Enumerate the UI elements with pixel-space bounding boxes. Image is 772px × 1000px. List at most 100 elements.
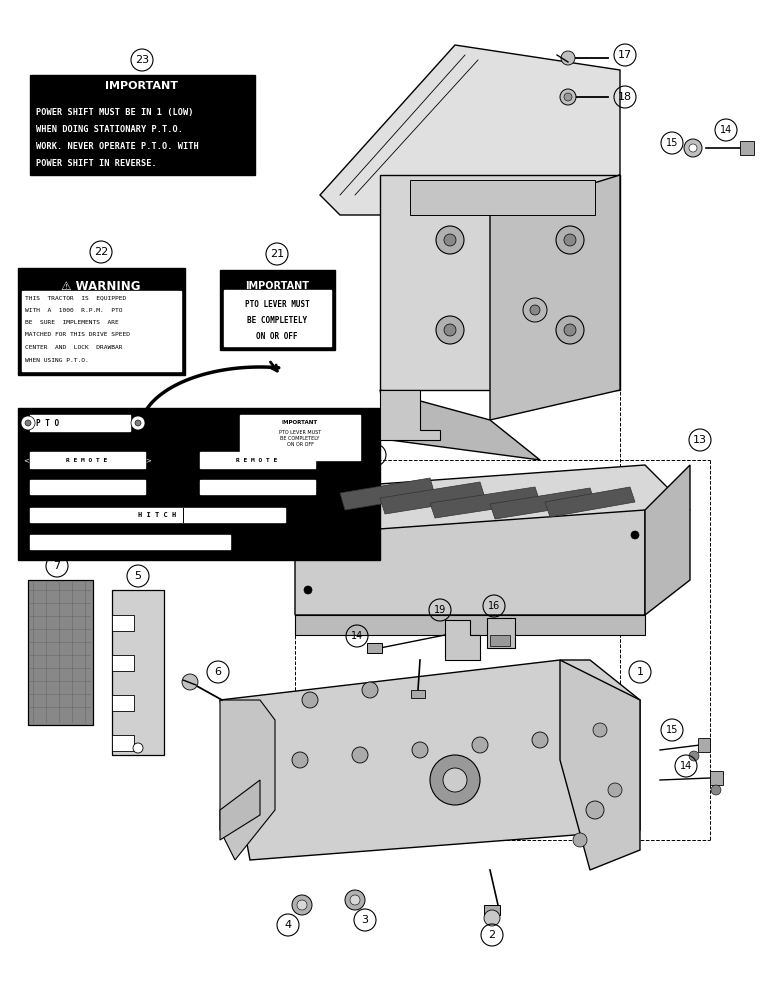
- FancyBboxPatch shape: [30, 508, 285, 522]
- Circle shape: [564, 234, 576, 246]
- Circle shape: [530, 305, 540, 315]
- Text: 15: 15: [665, 725, 678, 735]
- Text: 15: 15: [665, 138, 678, 148]
- Text: PTO LEVER MUST
BE COMPLETELY
ON OR OFF: PTO LEVER MUST BE COMPLETELY ON OR OFF: [279, 430, 321, 447]
- Text: 1: 1: [636, 667, 644, 677]
- Text: 10: 10: [368, 450, 382, 460]
- Circle shape: [556, 316, 584, 344]
- Text: BE  SURE  IMPLEMENTS  ARE: BE SURE IMPLEMENTS ARE: [25, 320, 119, 325]
- Circle shape: [25, 420, 31, 426]
- Text: >: >: [145, 457, 151, 463]
- Polygon shape: [380, 482, 485, 514]
- Text: 14: 14: [351, 631, 363, 641]
- Text: IMPORTANT: IMPORTANT: [282, 420, 318, 425]
- Circle shape: [292, 752, 308, 768]
- FancyBboxPatch shape: [18, 268, 185, 375]
- Circle shape: [436, 226, 464, 254]
- Circle shape: [711, 785, 721, 795]
- FancyBboxPatch shape: [112, 695, 134, 711]
- Text: 21: 21: [270, 249, 284, 259]
- FancyBboxPatch shape: [30, 97, 255, 175]
- Circle shape: [564, 324, 576, 336]
- Polygon shape: [380, 390, 540, 460]
- Text: H I T C H: H I T C H: [138, 512, 176, 518]
- Text: 23: 23: [135, 55, 149, 65]
- FancyBboxPatch shape: [411, 690, 425, 698]
- Text: 14: 14: [680, 761, 692, 771]
- Text: PTO LEVER MUST: PTO LEVER MUST: [245, 300, 310, 309]
- Polygon shape: [320, 45, 620, 215]
- Circle shape: [412, 742, 428, 758]
- Circle shape: [444, 234, 456, 246]
- Text: 22: 22: [94, 247, 108, 257]
- FancyBboxPatch shape: [698, 738, 710, 752]
- FancyBboxPatch shape: [367, 643, 382, 653]
- Circle shape: [430, 755, 480, 805]
- FancyBboxPatch shape: [220, 270, 335, 350]
- Circle shape: [302, 692, 318, 708]
- Circle shape: [608, 783, 622, 797]
- Circle shape: [362, 682, 378, 698]
- Text: 5: 5: [134, 571, 141, 581]
- Text: P T O: P T O: [36, 418, 59, 428]
- Polygon shape: [545, 487, 635, 517]
- FancyBboxPatch shape: [30, 75, 255, 97]
- Circle shape: [292, 895, 312, 915]
- Polygon shape: [560, 660, 640, 870]
- Circle shape: [523, 298, 547, 322]
- Circle shape: [436, 316, 464, 344]
- Text: ⚠ WARNING: ⚠ WARNING: [61, 279, 141, 292]
- Text: WORK. NEVER OPERATE P.T.O. WITH: WORK. NEVER OPERATE P.T.O. WITH: [36, 142, 198, 151]
- Circle shape: [472, 737, 488, 753]
- FancyBboxPatch shape: [112, 735, 134, 751]
- Circle shape: [689, 144, 697, 152]
- Text: 2: 2: [489, 930, 496, 940]
- FancyBboxPatch shape: [28, 580, 93, 725]
- Circle shape: [21, 416, 35, 430]
- FancyBboxPatch shape: [30, 535, 230, 549]
- Text: WHEN DOING STATIONARY P.T.O.: WHEN DOING STATIONARY P.T.O.: [36, 125, 183, 134]
- Text: 13: 13: [693, 435, 707, 445]
- Circle shape: [593, 723, 607, 737]
- FancyBboxPatch shape: [112, 615, 134, 631]
- Text: 19: 19: [434, 605, 446, 615]
- Polygon shape: [295, 615, 645, 635]
- Text: 14: 14: [720, 125, 732, 135]
- Circle shape: [556, 226, 584, 254]
- Circle shape: [352, 747, 368, 763]
- FancyBboxPatch shape: [30, 452, 145, 468]
- FancyBboxPatch shape: [410, 180, 595, 215]
- FancyBboxPatch shape: [484, 905, 500, 915]
- Circle shape: [131, 416, 145, 430]
- Circle shape: [564, 93, 572, 101]
- Circle shape: [304, 586, 312, 594]
- Circle shape: [586, 801, 604, 819]
- Polygon shape: [295, 465, 690, 535]
- FancyBboxPatch shape: [740, 141, 754, 155]
- Text: WHEN USING P.T.O.: WHEN USING P.T.O.: [25, 358, 89, 362]
- Polygon shape: [220, 780, 260, 840]
- FancyBboxPatch shape: [200, 480, 315, 494]
- Text: 6: 6: [215, 667, 222, 677]
- Circle shape: [684, 139, 702, 157]
- Text: 18: 18: [618, 92, 632, 102]
- Text: IMPORTANT: IMPORTANT: [245, 281, 309, 291]
- Polygon shape: [445, 620, 480, 660]
- Circle shape: [532, 732, 548, 748]
- Circle shape: [135, 420, 141, 426]
- Circle shape: [689, 751, 699, 761]
- Polygon shape: [380, 390, 440, 440]
- Polygon shape: [490, 635, 510, 646]
- FancyBboxPatch shape: [112, 590, 164, 755]
- Text: 4: 4: [284, 920, 292, 930]
- Circle shape: [561, 51, 575, 65]
- Text: ON OR OFF: ON OR OFF: [256, 332, 298, 341]
- Circle shape: [444, 324, 456, 336]
- Text: POWER SHIFT IN REVERSE.: POWER SHIFT IN REVERSE.: [36, 159, 157, 168]
- Text: <: <: [23, 457, 29, 463]
- Circle shape: [297, 900, 307, 910]
- Polygon shape: [220, 660, 640, 860]
- Text: 16: 16: [488, 601, 500, 611]
- Text: 3: 3: [361, 915, 368, 925]
- Polygon shape: [645, 465, 690, 615]
